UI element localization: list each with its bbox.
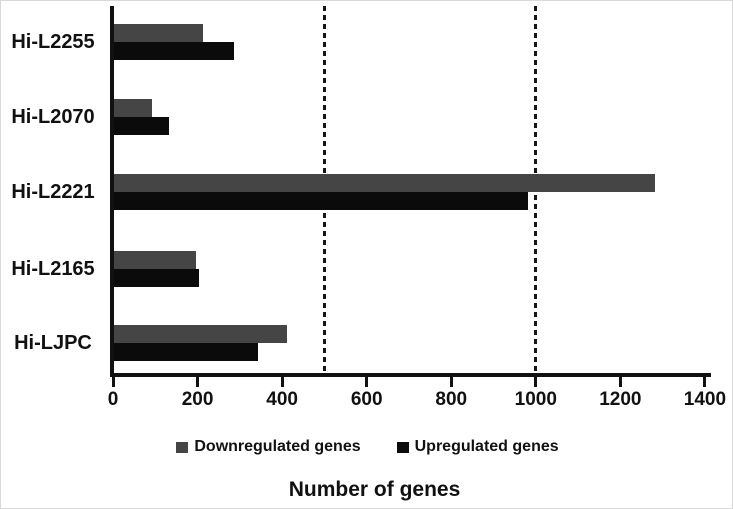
x-tick-label-600: 600: [350, 389, 383, 410]
bar-downregulated-hi-l2221: [114, 174, 655, 192]
bar-downregulated-hi-l2070: [114, 99, 152, 117]
x-tick-label-1400: 1400: [683, 389, 727, 410]
legend-label-downregulated: Downregulated genes: [194, 438, 361, 455]
x-tick-1000: [534, 377, 538, 387]
category-label-hi-ljpc: Hi-LJPC: [14, 332, 92, 354]
bar-upregulated-hi-l2255: [114, 42, 234, 60]
x-tick-label-1000: 1000: [514, 389, 557, 410]
x-tick-label-800: 800: [435, 389, 468, 410]
x-tick-label-1200: 1200: [599, 389, 642, 410]
bar-upregulated-hi-l2221: [114, 192, 528, 210]
downregulated-swatch-icon: [176, 441, 189, 453]
legend-item-upregulated: Upregulated genes: [396, 438, 559, 456]
x-tick-800: [449, 377, 453, 387]
x-tick-1200: [618, 377, 622, 387]
x-tick-label-0: 0: [107, 389, 119, 410]
x-axis-title: Number of genes: [288, 478, 461, 501]
y-axis-line: [110, 6, 114, 377]
plot-area: 0 200 400 600 800 1000 1200 1400 Hi-L2255 Hi-L2…: [1, 1, 732, 421]
x-tick-1400: [703, 377, 707, 387]
bar-upregulated-hi-ljpc: [114, 343, 258, 361]
x-tick-200: [196, 377, 200, 387]
bar-downregulated-hi-l2255: [114, 24, 203, 42]
legend-label-upregulated: Upregulated genes: [414, 438, 559, 455]
x-tick-0: [111, 377, 115, 387]
x-tick-600: [365, 377, 369, 387]
bar-upregulated-hi-l2165: [114, 269, 199, 287]
x-tick-label-400: 400: [266, 389, 298, 410]
x-axis-line: [110, 373, 711, 377]
x-tick-label-200: 200: [181, 389, 214, 410]
category-label-hi-l2255: Hi-L2255: [11, 31, 95, 53]
category-label-hi-l2070: Hi-L2070: [11, 106, 95, 128]
category-label-hi-l2221: Hi-L2221: [11, 181, 95, 203]
legend-item-downregulated: Downregulated genes: [176, 438, 361, 456]
bar-downregulated-hi-ljpc: [114, 325, 287, 343]
upregulated-swatch-icon: [396, 441, 409, 453]
legend: Downregulated genes Upregulated genes: [1, 436, 732, 458]
bar-upregulated-hi-l2070: [114, 117, 169, 135]
x-tick-400: [280, 377, 284, 387]
bar-downregulated-hi-l2165: [114, 251, 196, 269]
category-label-hi-l2165: Hi-L2165: [11, 258, 95, 280]
